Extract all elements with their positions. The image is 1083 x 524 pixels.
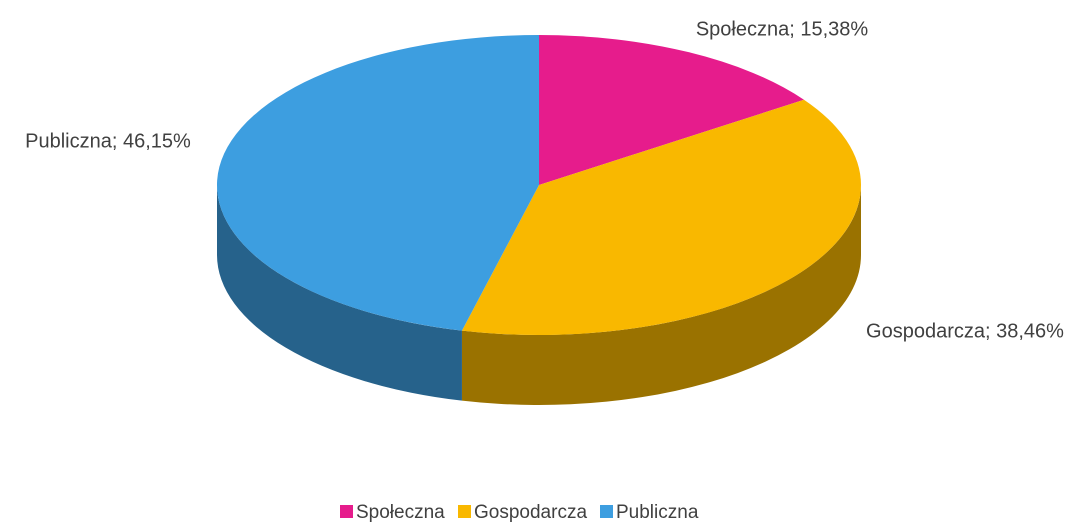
slice-side bbox=[461, 185, 861, 406]
data-label: Społeczna; 15,38% bbox=[696, 18, 869, 40]
legend-swatch bbox=[600, 505, 613, 518]
data-label: Gospodarcza; 38,46% bbox=[866, 320, 1064, 342]
legend-label: Gospodarcza bbox=[474, 502, 587, 523]
slice bbox=[461, 99, 862, 336]
slice bbox=[539, 35, 804, 185]
slice bbox=[216, 35, 539, 331]
slice-side bbox=[216, 185, 462, 401]
legend-label: Publiczna bbox=[616, 502, 699, 523]
legend-swatch bbox=[458, 505, 471, 518]
data-label: Publiczna; 46,15% bbox=[25, 130, 191, 152]
legend-swatch bbox=[340, 505, 353, 518]
legend-label: Społeczna bbox=[356, 502, 445, 523]
